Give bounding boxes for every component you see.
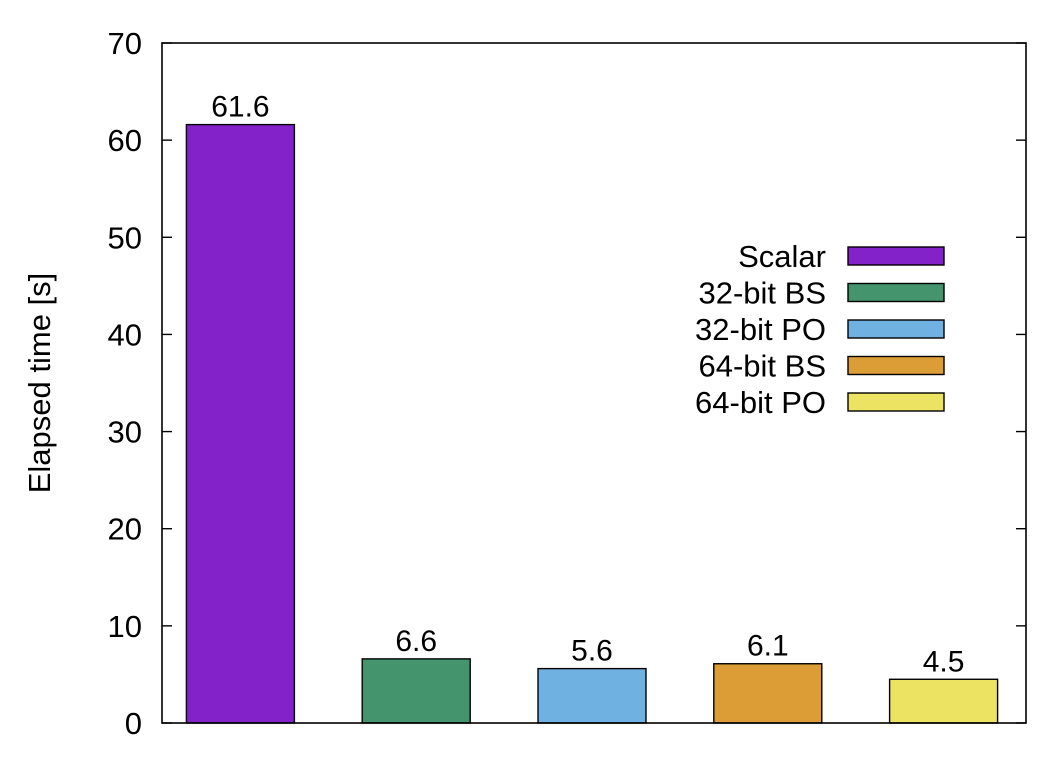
y-tick-labels: 0 10 20 30 40 50 60 70 <box>108 26 142 741</box>
y-tick-label: 50 <box>108 220 142 255</box>
legend-swatch <box>847 246 945 266</box>
legend-label: 64-bit BS <box>698 349 826 384</box>
legend-label: 32-bit BS <box>698 276 826 311</box>
plot-frame <box>161 42 1027 724</box>
bar-3 <box>713 663 823 724</box>
legend-swatch <box>847 355 945 376</box>
y-tick-label: 60 <box>108 123 142 158</box>
bar-0 <box>185 123 296 724</box>
axis-ticks <box>162 42 1026 724</box>
y-axis-title: Elapsed time [s] <box>22 273 57 494</box>
bar-value-label: 4.5 <box>923 645 965 678</box>
bar-value-label: 5.6 <box>571 635 613 668</box>
legend-swatch <box>847 319 945 339</box>
y-tick-label: 10 <box>108 609 142 644</box>
y-tick-label: 30 <box>108 415 142 450</box>
y-tick-label: 20 <box>108 512 142 547</box>
y-tick-label: 70 <box>108 26 142 61</box>
bar-value-label: 6.1 <box>747 630 789 663</box>
legend-label: 32-bit PO <box>695 312 826 347</box>
y-tick-label: 40 <box>108 317 142 352</box>
data-labels: 61.6 6.6 5.6 6.1 4.5 <box>211 91 964 679</box>
bar-1 <box>361 658 471 724</box>
bar-value-label: 61.6 <box>211 91 269 124</box>
legend-swatch <box>847 392 945 412</box>
legend-label: Scalar <box>738 239 826 274</box>
bar-2 <box>537 667 647 724</box>
bar-value-label: 6.6 <box>395 625 437 658</box>
bar-4 <box>888 678 999 724</box>
bars <box>185 123 999 724</box>
legend-swatch <box>847 282 945 303</box>
legend-label: 64-bit PO <box>695 385 826 420</box>
y-tick-label: 0 <box>125 706 142 741</box>
